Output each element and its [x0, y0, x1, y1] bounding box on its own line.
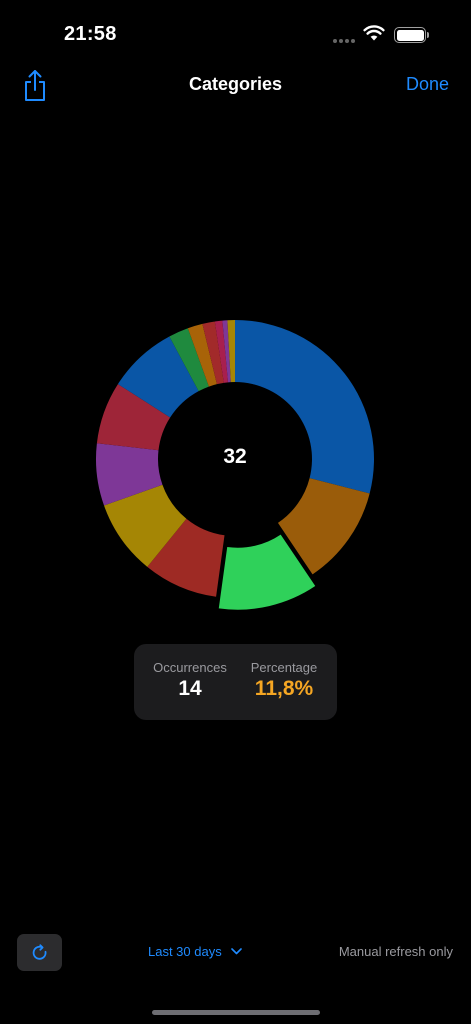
donut-segment-14[interactable]	[227, 320, 235, 383]
wifi-icon	[363, 25, 385, 41]
donut-segment-11[interactable]	[202, 321, 224, 385]
home-indicator	[152, 1010, 320, 1015]
donut-segment-2[interactable]	[277, 478, 370, 575]
share-icon	[25, 70, 45, 101]
status-time: 21:58	[64, 23, 117, 45]
donut-segment-7[interactable]	[96, 384, 171, 451]
refresh-button[interactable]	[17, 934, 62, 971]
category-donut-chart: 32	[85, 309, 385, 629]
center-total: 32	[223, 445, 247, 468]
share-button[interactable]	[20, 68, 50, 104]
page-title: Categories	[188, 74, 283, 94]
battery-cap	[427, 32, 429, 38]
percentage-label: Percentage	[250, 660, 318, 675]
donut-segment-3[interactable]	[218, 534, 316, 610]
signal-dots-icon	[333, 39, 355, 43]
occurrences-label: Occurrences	[153, 660, 227, 675]
donut-segment-8[interactable]	[117, 336, 199, 418]
refresh-icon	[32, 943, 46, 960]
nav-bar: Categories Done	[0, 64, 471, 108]
donut-segment-10[interactable]	[187, 323, 217, 387]
date-range-label: Last 30 days	[148, 944, 222, 959]
chevron-down-icon	[230, 948, 242, 955]
donut-segment-9[interactable]	[169, 328, 209, 392]
donut-segment-12[interactable]	[214, 320, 228, 383]
donut-segment-4[interactable]	[147, 518, 225, 597]
donut-segment-5[interactable]	[104, 484, 187, 567]
donut-segment-13[interactable]	[222, 320, 231, 383]
percentage-column: Percentage 11,8%	[238, 660, 330, 701]
selection-info-card: Occurrences 14 Percentage 11,8%	[134, 644, 337, 720]
occurrences-column: Occurrences 14	[144, 660, 236, 701]
done-button[interactable]: Done	[405, 74, 449, 94]
donut-svg	[96, 320, 374, 610]
battery-icon	[394, 27, 426, 43]
occurrences-value: 14	[178, 677, 202, 700]
bottom-toolbar: Last 30 days Manual refresh only	[0, 930, 471, 974]
donut-segment-6[interactable]	[96, 443, 163, 506]
date-range-select[interactable]: Last 30 days	[148, 944, 242, 959]
donut-segment-1[interactable]	[235, 320, 374, 494]
status-bar: 21:58	[0, 0, 471, 60]
percentage-value: 11,8%	[254, 677, 314, 700]
refresh-note: Manual refresh only	[338, 944, 453, 959]
